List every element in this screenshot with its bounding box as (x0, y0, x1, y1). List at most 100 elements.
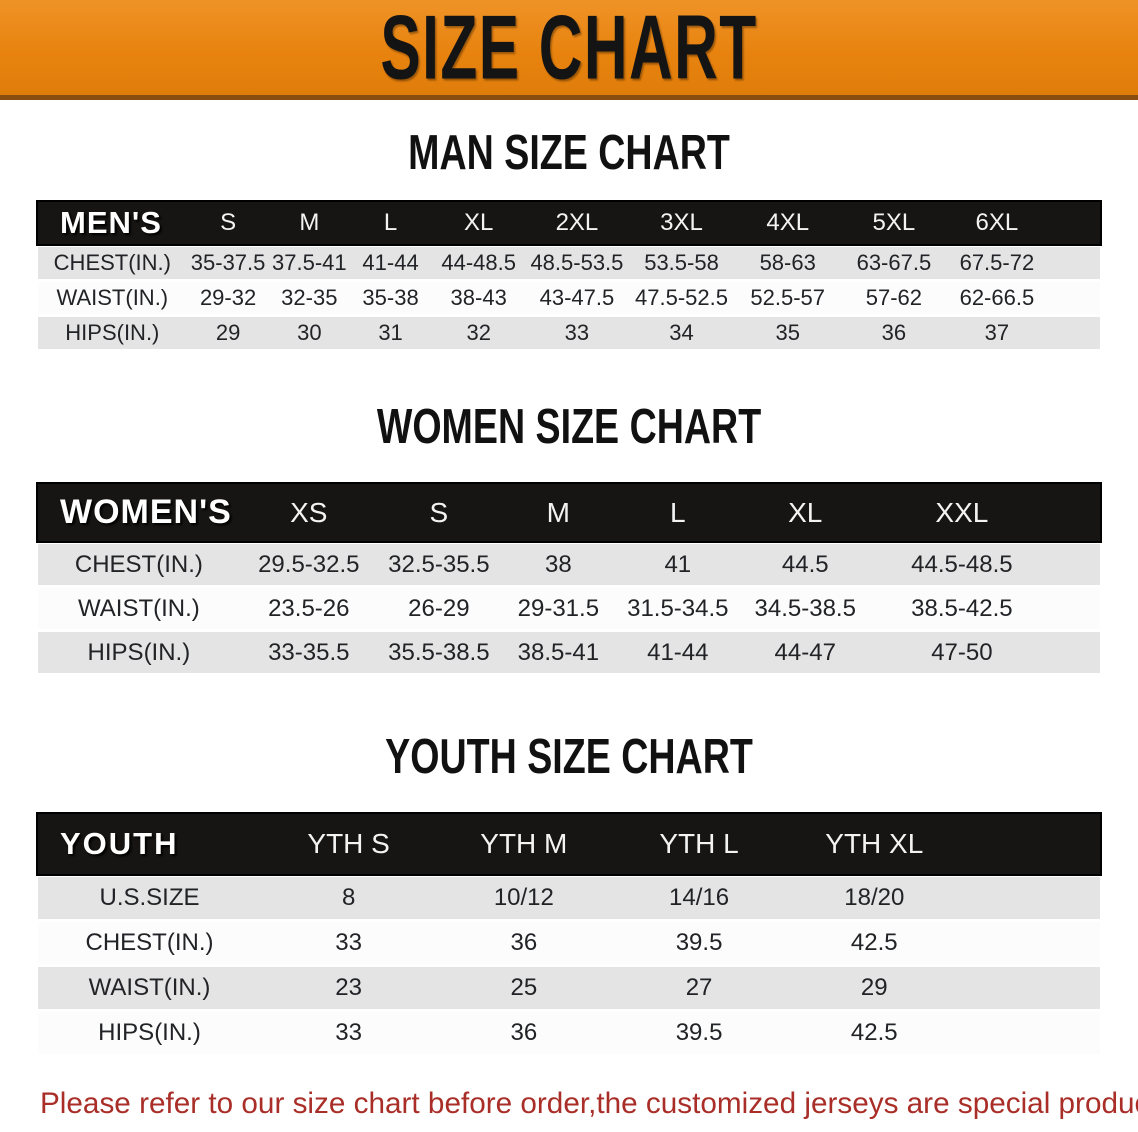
size-cell: 14/16 (611, 877, 787, 919)
women-col-header: S (377, 484, 500, 541)
youth-col-header: YTH XL (786, 814, 962, 874)
women-hips-row: HIPS(IN.) 33-35.5 35.5-38.5 38.5-41 41-4… (38, 632, 1100, 673)
size-cell: 26-29 (377, 588, 500, 629)
size-cell: 29 (786, 967, 962, 1009)
size-cell: 38-43 (431, 282, 526, 314)
size-cell: 38.5-41 (499, 632, 617, 673)
size-cell: 41-44 (349, 247, 432, 279)
women-waist-row: WAIST(IN.) 23.5-26 26-29 29-31.5 31.5-34… (38, 588, 1100, 629)
men-col-header: M (269, 202, 350, 244)
disclaimer-text: Please refer to our size chart before or… (40, 1081, 1138, 1132)
disclaimer-line-2: we don't accept cancel, change, teturn o… (40, 1127, 1127, 1132)
youth-col-header: YTH L (611, 814, 787, 874)
row-spacer (1046, 317, 1100, 349)
size-cell: 43-47.5 (525, 282, 629, 314)
size-cell: 33 (261, 922, 437, 964)
size-cell: 44.5-48.5 (871, 544, 1053, 585)
row-spacer (1052, 632, 1100, 673)
women-col-header: L (616, 484, 739, 541)
row-spacer (1052, 544, 1100, 585)
row-spacer (1046, 282, 1100, 314)
size-cell: 34 (628, 317, 735, 349)
size-cell: 67.5-72 (946, 247, 1047, 279)
row-spacer (961, 967, 1100, 1009)
youth-hips-row: HIPS(IN.) 33 36 39.5 42.5 (38, 1012, 1100, 1054)
men-col-header: 3XL (628, 202, 735, 244)
size-cell: 18/20 (786, 877, 962, 919)
men-col-header: XL (431, 202, 526, 244)
size-cell: 8 (261, 877, 437, 919)
youth-waist-row: WAIST(IN.) 23 25 27 29 (38, 967, 1100, 1009)
women-chest-row: CHEST(IN.) 29.5-32.5 32.5-35.5 38 41 44.… (38, 544, 1100, 585)
youth-col-header: YTH M (436, 814, 612, 874)
size-cell: 32 (431, 317, 526, 349)
row-label: CHEST(IN.) (38, 544, 240, 585)
row-label: CHEST(IN.) (38, 922, 262, 964)
size-cell: 39.5 (611, 922, 787, 964)
row-spacer (961, 922, 1100, 964)
size-cell: 38.5-42.5 (871, 588, 1053, 629)
size-chart-banner: SIZE CHART (0, 0, 1138, 100)
size-cell: 33-35.5 (239, 632, 378, 673)
size-cell: 34.5-38.5 (738, 588, 872, 629)
men-col-header: 5XL (840, 202, 947, 244)
size-cell: 42.5 (786, 922, 962, 964)
size-cell: 42.5 (786, 1012, 962, 1054)
size-cell: 44.5 (738, 544, 872, 585)
size-cell: 62-66.5 (946, 282, 1047, 314)
size-cell: 33 (525, 317, 629, 349)
row-spacer (961, 877, 1100, 919)
size-cell: 47.5-52.5 (628, 282, 735, 314)
row-spacer (1052, 588, 1100, 629)
youth-ussize-row: U.S.SIZE 8 10/12 14/16 18/20 (38, 877, 1100, 919)
youth-chest-row: CHEST(IN.) 33 36 39.5 42.5 (38, 922, 1100, 964)
size-cell: 41-44 (616, 632, 739, 673)
men-col-header: S (186, 202, 270, 244)
size-cell: 32.5-35.5 (377, 544, 500, 585)
size-cell: 44-48.5 (431, 247, 526, 279)
men-col-header: 4XL (734, 202, 841, 244)
women-section-heading: WOMEN SIZE CHART (376, 397, 762, 454)
women-col-header: M (499, 484, 617, 541)
size-cell: 23 (261, 967, 437, 1009)
header-spacer (1046, 202, 1100, 244)
size-cell: 36 (436, 1012, 612, 1054)
size-cell: 29.5-32.5 (239, 544, 378, 585)
size-cell: 10/12 (436, 877, 612, 919)
size-cell: 30 (269, 317, 350, 349)
row-label: WAIST(IN.) (38, 588, 240, 629)
men-group-label: MEN'S (38, 202, 187, 244)
men-col-header: L (349, 202, 432, 244)
youth-section-heading: YOUTH SIZE CHART (385, 727, 753, 784)
youth-col-header: YTH S (261, 814, 437, 874)
women-col-header: XS (239, 484, 378, 541)
size-cell: 47-50 (871, 632, 1053, 673)
row-label: HIPS(IN.) (38, 317, 187, 349)
women-col-header: XXL (871, 484, 1053, 541)
size-cell: 35-38 (349, 282, 432, 314)
size-cell: 57-62 (840, 282, 947, 314)
row-spacer (1046, 247, 1100, 279)
size-cell: 36 (840, 317, 947, 349)
size-cell: 41 (616, 544, 739, 585)
size-cell: 38 (499, 544, 617, 585)
size-cell: 35.5-38.5 (377, 632, 500, 673)
row-label: HIPS(IN.) (38, 1012, 262, 1054)
header-spacer (1052, 484, 1100, 541)
row-label: WAIST(IN.) (38, 282, 187, 314)
size-cell: 29-32 (186, 282, 270, 314)
size-cell: 23.5-26 (239, 588, 378, 629)
size-cell: 29-31.5 (499, 588, 617, 629)
size-cell: 25 (436, 967, 612, 1009)
row-spacer (961, 1012, 1100, 1054)
men-chest-row: CHEST(IN.) 35-37.5 37.5-41 41-44 44-48.5… (38, 247, 1100, 279)
men-col-header: 2XL (525, 202, 629, 244)
size-cell: 29 (186, 317, 270, 349)
size-cell: 35-37.5 (186, 247, 270, 279)
size-cell: 48.5-53.5 (525, 247, 629, 279)
size-cell: 31 (349, 317, 432, 349)
row-label: WAIST(IN.) (38, 967, 262, 1009)
row-label: HIPS(IN.) (38, 632, 240, 673)
header-spacer (961, 814, 1100, 874)
size-cell: 53.5-58 (628, 247, 735, 279)
